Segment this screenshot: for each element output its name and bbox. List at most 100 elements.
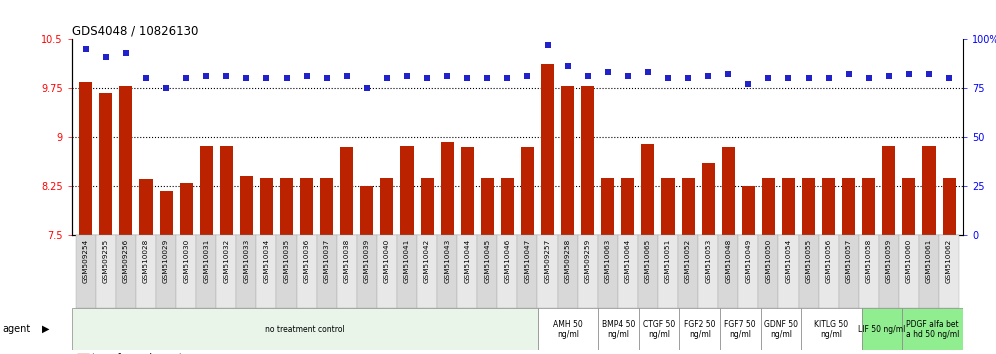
Text: GSM510056: GSM510056 (826, 239, 832, 283)
Point (640, 69, 656, 75)
Text: agent: agent (2, 324, 30, 334)
Text: no treatment control: no treatment control (265, 325, 345, 334)
Point (339, 73, 355, 79)
Bar (120, 86, 132, 235)
Text: GSM510058: GSM510058 (866, 239, 872, 283)
Bar (862, 308, 902, 350)
Text: GDS4048 / 10826130: GDS4048 / 10826130 (72, 25, 198, 38)
Bar (156, 235, 176, 308)
Bar (136, 235, 156, 308)
Text: GSM510055: GSM510055 (806, 239, 812, 283)
Bar (602, 178, 615, 235)
Text: GSM510062: GSM510062 (946, 239, 952, 283)
Text: GSM510044: GSM510044 (464, 239, 470, 283)
Bar (240, 177, 253, 235)
Point (600, 69, 616, 75)
Text: GSM509259: GSM509259 (585, 239, 591, 283)
Point (459, 75, 475, 81)
Bar (558, 235, 578, 308)
Bar (762, 178, 775, 235)
Text: GSM509254: GSM509254 (83, 239, 89, 283)
Point (198, 73, 214, 79)
Text: GSM510030: GSM510030 (183, 239, 189, 283)
Text: GSM510053: GSM510053 (705, 239, 711, 283)
Text: transformed count: transformed count (92, 353, 182, 354)
Bar (196, 235, 216, 308)
Bar (357, 235, 376, 308)
Point (299, 73, 315, 79)
Text: GSM510050: GSM510050 (765, 239, 771, 283)
Text: GSM510037: GSM510037 (324, 239, 330, 283)
Point (378, 75, 394, 81)
Point (359, 85, 374, 91)
Point (880, 73, 896, 79)
Bar (521, 147, 534, 235)
Point (720, 72, 736, 77)
Text: GSM510038: GSM510038 (344, 239, 350, 283)
Text: GSM510032: GSM510032 (223, 239, 229, 283)
Text: GSM510051: GSM510051 (665, 239, 671, 283)
Bar (179, 183, 192, 235)
Point (921, 72, 937, 77)
Text: GSM510029: GSM510029 (163, 239, 169, 283)
Text: PDGF alfa bet
a hd 50 ng/ml: PDGF alfa bet a hd 50 ng/ml (906, 320, 959, 339)
Bar (598, 235, 618, 308)
Bar (176, 235, 196, 308)
Bar (919, 235, 939, 308)
Bar (400, 146, 413, 235)
Bar (701, 164, 715, 235)
Text: GSM510040: GSM510040 (383, 239, 389, 283)
Bar (599, 308, 639, 350)
Text: ▶: ▶ (42, 324, 50, 334)
Bar (779, 235, 799, 308)
Bar (297, 235, 317, 308)
Bar (236, 235, 256, 308)
Bar (843, 178, 856, 235)
Bar (216, 235, 236, 308)
Text: GSM509257: GSM509257 (545, 239, 551, 283)
Bar (720, 308, 761, 350)
Point (660, 75, 676, 81)
Bar (341, 147, 354, 235)
Bar (417, 235, 437, 308)
Text: GSM510035: GSM510035 (284, 239, 290, 283)
Text: GSM510057: GSM510057 (846, 239, 852, 283)
Bar (80, 82, 93, 235)
Point (821, 75, 837, 81)
Bar (882, 146, 895, 235)
Bar (618, 235, 637, 308)
Text: AMH 50
ng/ml: AMH 50 ng/ml (553, 320, 583, 339)
Text: GSM510047: GSM510047 (525, 239, 531, 283)
Bar (361, 186, 374, 235)
Bar (337, 235, 357, 308)
Bar (457, 235, 477, 308)
Bar (718, 235, 738, 308)
Bar (578, 235, 598, 308)
Text: GSM509255: GSM509255 (103, 239, 109, 283)
Bar (200, 146, 213, 235)
Bar (96, 235, 116, 308)
Bar (801, 308, 862, 350)
Bar (72, 308, 538, 350)
Bar (277, 235, 297, 308)
Bar (541, 64, 554, 235)
Text: GSM510039: GSM510039 (364, 239, 370, 283)
Point (781, 75, 797, 81)
Text: GSM510061: GSM510061 (926, 239, 932, 283)
Text: GSM510043: GSM510043 (444, 239, 450, 283)
Bar (260, 178, 273, 235)
Text: KITLG 50
ng/ml: KITLG 50 ng/ml (815, 320, 849, 339)
Bar (461, 147, 474, 235)
Bar (738, 235, 758, 308)
Bar (538, 235, 558, 308)
Text: CTGF 50
ng/ml: CTGF 50 ng/ml (643, 320, 675, 339)
Bar (139, 179, 152, 235)
Bar (698, 235, 718, 308)
Bar (538, 308, 599, 350)
Bar (658, 235, 678, 308)
Bar (397, 235, 417, 308)
Point (479, 75, 495, 81)
Bar (678, 235, 698, 308)
Bar (280, 178, 293, 235)
Bar (300, 178, 313, 235)
